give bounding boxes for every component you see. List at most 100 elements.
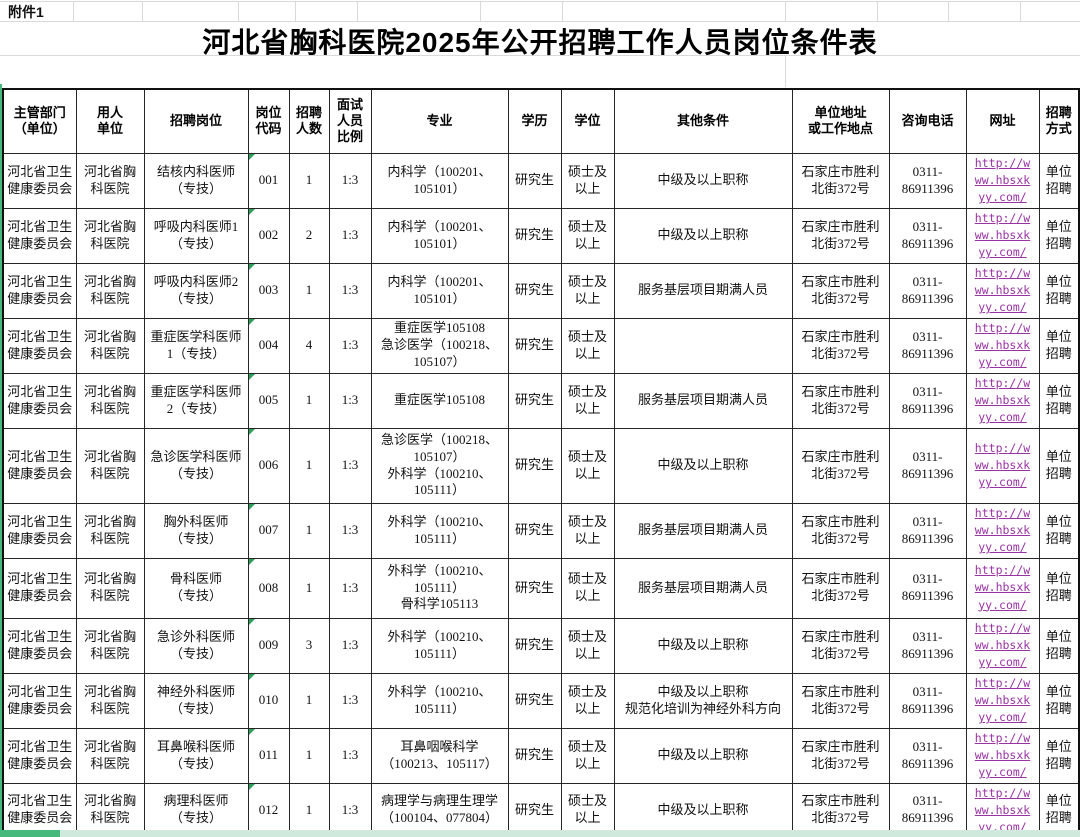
education-cell: 研究生 [507,782,562,837]
degree-cell: 硕士及 以上 [560,152,615,209]
website-link[interactable]: http://w ww.hbsxk yy.com/ [974,675,1031,725]
table-row: 河北省卫生 健康委员会 河北省胸 科医院 呼吸内科医师2 （专技） 003 1 … [2,262,1080,319]
phone-cell: 0311- 86911396 [888,502,967,559]
dept-cell: 河北省卫生 健康委员会 [2,672,77,729]
interview-ratio-cell: 1:3 [328,617,372,674]
gridline [877,1,878,21]
address-cell: 石家庄市胜利 北街372号 [791,502,890,559]
website-link[interactable]: http://w ww.hbsxk yy.com/ [974,210,1031,260]
website-link[interactable]: http://w ww.hbsxk yy.com/ [974,785,1031,835]
phone-cell: 0311- 86911396 [888,727,967,784]
dept-cell: 河北省卫生 健康委员会 [2,207,77,264]
website-cell: http://w ww.hbsxk yy.com/ [965,317,1040,374]
degree-cell: 硕士及 以上 [560,727,615,784]
dept-cell: 河北省卫生 健康委员会 [2,557,77,619]
position-cell: 重症医学科医师 1（专技） [143,317,249,374]
position-code-cell: 012 [247,782,290,837]
dept-cell: 河北省卫生 健康委员会 [2,262,77,319]
excel-text-flag-icon [249,319,255,325]
headcount-cell: 4 [288,317,330,374]
interview-ratio-cell: 1:3 [328,207,372,264]
education-cell: 研究生 [507,672,562,729]
degree-cell: 硕士及 以上 [560,502,615,559]
position-cell: 急诊医学科医师 （专技） [143,427,249,504]
website-link[interactable]: http://w ww.hbsxk yy.com/ [974,320,1031,370]
education-cell: 研究生 [507,727,562,784]
employer-cell: 河北省胸 科医院 [75,557,145,619]
address-cell: 石家庄市胜利 北街372号 [791,427,890,504]
education-cell: 研究生 [507,372,562,429]
dept-cell: 河北省卫生 健康委员会 [2,502,77,559]
excel-text-flag-icon [249,784,255,790]
col-header-major: 专业 [370,88,509,154]
address-cell: 石家庄市胜利 北街372号 [791,152,890,209]
phone-cell: 0311- 86911396 [888,207,967,264]
website-link[interactable]: http://w ww.hbsxk yy.com/ [974,730,1031,780]
position-code: 002 [258,227,279,243]
website-cell: http://w ww.hbsxk yy.com/ [965,152,1040,209]
website-cell: http://w ww.hbsxk yy.com/ [965,372,1040,429]
col-header-recruit-method: 招聘 方式 [1038,88,1080,154]
website-link[interactable]: http://w ww.hbsxk yy.com/ [974,375,1031,425]
degree-cell: 硕士及 以上 [560,782,615,837]
dept-cell: 河北省卫生 健康委员会 [2,427,77,504]
website-link[interactable]: http://w ww.hbsxk yy.com/ [974,620,1031,670]
excel-text-flag-icon [249,374,255,380]
phone-cell: 0311- 86911396 [888,372,967,429]
position-code: 011 [258,747,279,763]
headcount-cell: 1 [288,557,330,619]
employer-cell: 河北省胸 科医院 [75,152,145,209]
col-header-website: 网址 [965,88,1040,154]
interview-ratio-cell: 1:3 [328,262,372,319]
headcount-cell: 1 [288,727,330,784]
headcount-cell: 1 [288,372,330,429]
table-row: 河北省卫生 健康委员会 河北省胸 科医院 神经外科医师 （专技） 010 1 1… [2,672,1080,729]
gridline [1020,1,1021,21]
website-link[interactable]: http://w ww.hbsxk yy.com/ [974,155,1031,205]
website-link[interactable]: http://w ww.hbsxk yy.com/ [974,265,1031,315]
excel-text-flag-icon [249,429,255,435]
job-positions-table: 主管部门 （单位） 用人 单位 招聘岗位 岗位 代码 招聘 人数 面试 人员 比… [2,88,1080,837]
other-conditions-cell: 中级及以上职称 [613,427,793,504]
website-cell: http://w ww.hbsxk yy.com/ [965,727,1040,784]
degree-cell: 硕士及 以上 [560,427,615,504]
dept-cell: 河北省卫生 健康委员会 [2,727,77,784]
gridline [0,1,1080,2]
interview-ratio-cell: 1:3 [328,427,372,504]
position-code: 006 [258,457,279,473]
gridline [948,1,949,21]
excel-text-flag-icon [249,209,255,215]
phone-cell: 0311- 86911396 [888,262,967,319]
interview-ratio-cell: 1:3 [328,502,372,559]
recruit-method-cell: 单位 招聘 [1038,782,1080,837]
major-cell: 重症医学105108 急诊医学（100218、 105107） [370,317,509,374]
position-code-cell: 010 [247,672,290,729]
website-link[interactable]: http://w ww.hbsxk yy.com/ [974,563,1031,612]
degree-cell: 硕士及 以上 [560,207,615,264]
recruit-method-cell: 单位 招聘 [1038,427,1080,504]
table-row: 河北省卫生 健康委员会 河北省胸 科医院 结核内科医师 （专技） 001 1 1… [2,152,1080,209]
headcount-cell: 2 [288,207,330,264]
major-cell: 外科学（100210、 105111） 骨科学105113 [370,557,509,619]
col-header-address: 单位地址 或工作地点 [791,88,890,154]
dept-cell: 河北省卫生 健康委员会 [2,782,77,837]
phone-cell: 0311- 86911396 [888,672,967,729]
degree-cell: 硕士及 以上 [560,317,615,374]
employer-cell: 河北省胸 科医院 [75,427,145,504]
website-link[interactable]: http://w ww.hbsxk yy.com/ [974,440,1031,490]
dept-cell: 河北省卫生 健康委员会 [2,372,77,429]
excel-text-flag-icon [249,154,255,160]
education-cell: 研究生 [507,557,562,619]
major-cell: 外科学（100210、 105111） [370,617,509,674]
col-header-phone: 咨询电话 [888,88,967,154]
position-cell: 结核内科医师 （专技） [143,152,249,209]
headcount-cell: 1 [288,782,330,837]
other-conditions-cell: 服务基层项目期满人员 [613,372,793,429]
position-code-cell: 002 [247,207,290,264]
left-edge-strip [0,84,2,837]
position-code-cell: 008 [247,557,290,619]
employer-cell: 河北省胸 科医院 [75,502,145,559]
website-link[interactable]: http://w ww.hbsxk yy.com/ [974,505,1031,555]
website-cell: http://w ww.hbsxk yy.com/ [965,617,1040,674]
col-header-education: 学历 [507,88,562,154]
